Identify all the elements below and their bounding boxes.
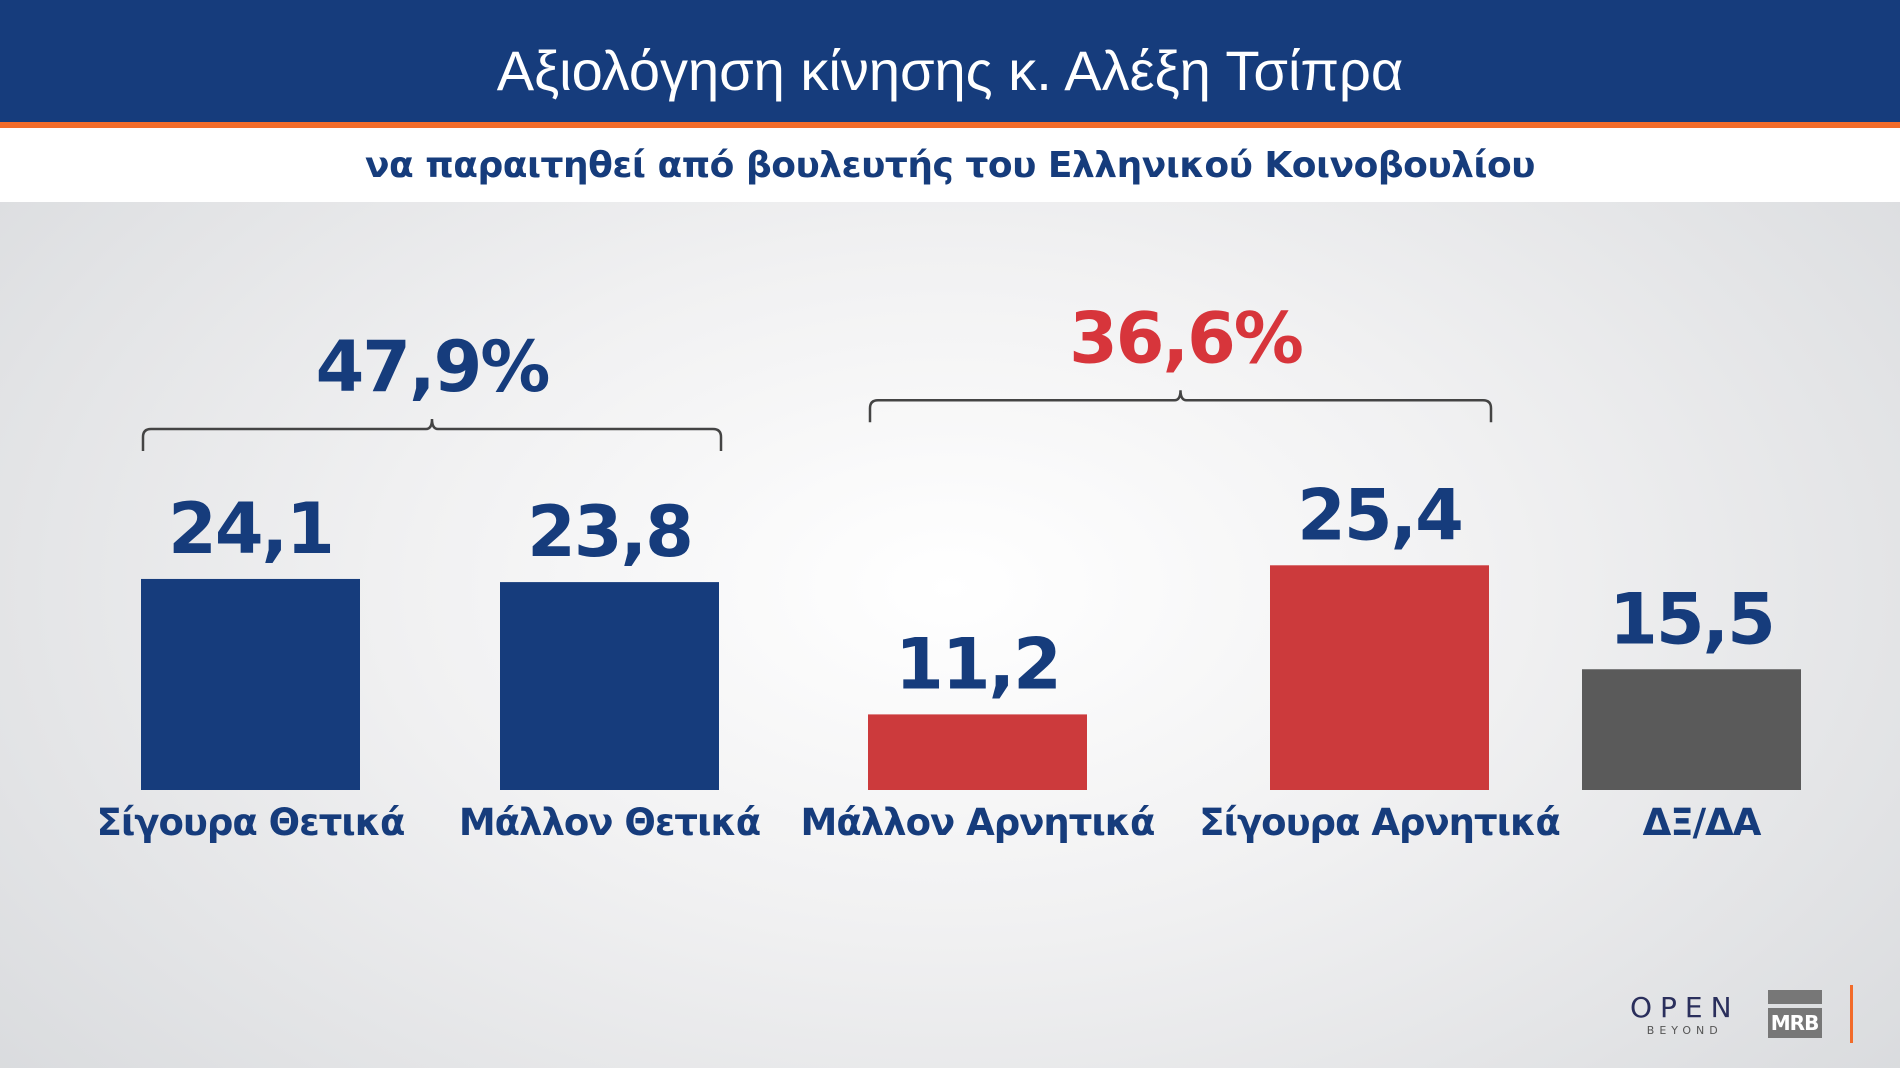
group-total-label: 47,9% xyxy=(316,326,549,408)
header-bar: Αξιολόγηση κίνησης κ. Αλέξη Τσίπρα xyxy=(0,0,1900,122)
divider xyxy=(1849,985,1853,1043)
value-label: 23,8 xyxy=(527,491,692,573)
chart-subtitle: να παραιτηθεί από βουλευτής του Ελληνικο… xyxy=(365,144,1535,186)
open-logo: OPEN BEYOND xyxy=(1630,991,1740,1037)
bar-2 xyxy=(868,714,1087,790)
category-label: Σίγουρα Αρνητικά xyxy=(1199,801,1560,844)
accent-line xyxy=(0,122,1900,128)
mrb-logo: MRB xyxy=(1767,990,1822,1038)
category-label: Μάλλον Θετικά xyxy=(459,801,760,844)
bar-0 xyxy=(141,578,360,790)
category-label: Σίγουρα Θετικά xyxy=(97,801,405,844)
category-label: Μάλλον Αρνητικά xyxy=(801,801,1155,844)
bar-4 xyxy=(1582,669,1801,790)
group-bracket xyxy=(868,390,1493,423)
chart-title: Αξιολόγηση κίνησης κ. Αλέξη Τσίπρα xyxy=(496,38,1404,102)
value-label: 25,4 xyxy=(1297,474,1462,556)
value-label: 24,1 xyxy=(168,488,333,570)
group-total-label: 36,6% xyxy=(1069,297,1302,379)
subtitle-bar: να παραιτηθεί από βουλευτής του Ελληνικο… xyxy=(0,128,1900,202)
bar-3 xyxy=(1270,565,1489,790)
value-label: 11,2 xyxy=(895,623,1060,705)
value-label: 15,5 xyxy=(1609,578,1774,660)
bar-1 xyxy=(500,582,719,790)
group-bracket xyxy=(141,418,723,451)
category-label: ΔΞ/ΔΑ xyxy=(1643,801,1762,844)
logos: OPEN BEYOND MRB xyxy=(1630,985,1853,1043)
